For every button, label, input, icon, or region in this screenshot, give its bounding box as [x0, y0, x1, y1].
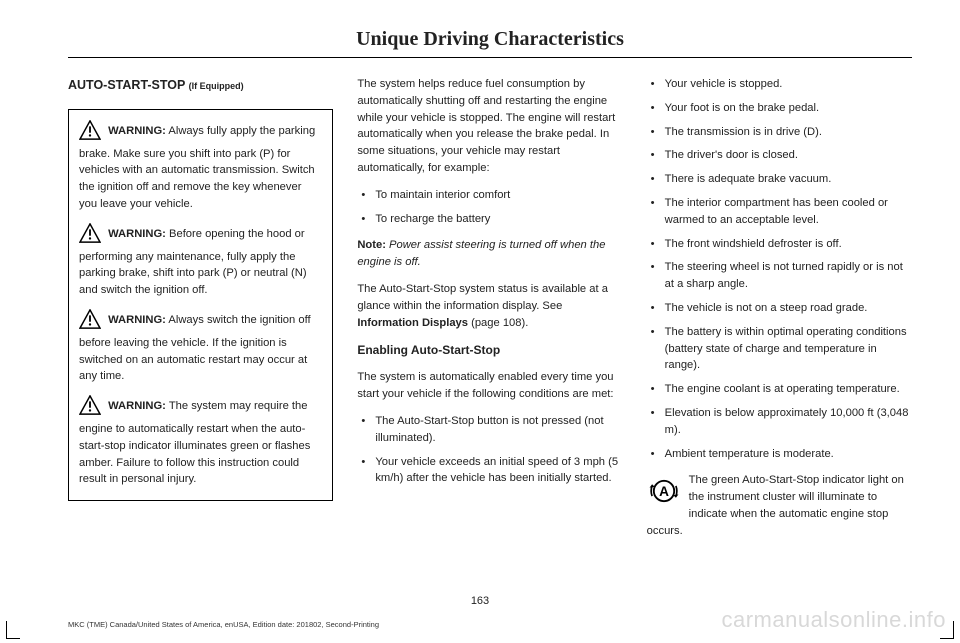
list-item: Your foot is on the brake pedal. [647, 100, 912, 117]
column-3: Your vehicle is stopped. Your foot is on… [647, 76, 912, 550]
note-label: Note: [357, 239, 386, 251]
warning-label: WARNING: [108, 228, 166, 240]
list-item: There is adequate brake vacuum. [647, 171, 912, 188]
section-title-text: AUTO-START-STOP [68, 78, 185, 92]
warning-triangle-icon [79, 120, 101, 146]
svg-text:A: A [659, 484, 669, 499]
list-item: The front windshield defroster is off. [647, 236, 912, 253]
list-item: Your vehicle is stopped. [647, 76, 912, 93]
list-item: The driver's door is closed. [647, 147, 912, 164]
conditions-list: Your vehicle is stopped. Your foot is on… [647, 76, 912, 462]
crop-mark-left [6, 621, 20, 639]
warning-item: WARNING: Always fully apply the parking … [79, 120, 322, 213]
warning-triangle-icon [79, 395, 101, 421]
note-paragraph: Note: Power assist steering is turned of… [357, 237, 622, 271]
warning-item: WARNING: The system may require the engi… [79, 395, 322, 488]
indicator-paragraph: A The green Auto-Start-Stop indicator li… [647, 472, 912, 539]
list-item: Your vehicle exceeds an initial speed of… [357, 454, 622, 488]
list-item: The battery is within optimal operating … [647, 324, 912, 374]
list-item: The engine coolant is at operating tempe… [647, 381, 912, 398]
list-item: Elevation is below approximately 10,000 … [647, 405, 912, 439]
intro-paragraph: The system helps reduce fuel consumption… [357, 76, 622, 177]
list-item: The vehicle is not on a steep road grade… [647, 300, 912, 317]
status-link: Information Displays [357, 317, 468, 329]
warning-item: WARNING: Before opening the hood or perf… [79, 223, 322, 299]
list-item: To maintain interior comfort [357, 187, 622, 204]
list-item: The interior compartment has been cooled… [647, 195, 912, 229]
note-text: Power assist steering is turned off when… [357, 239, 605, 268]
enable-paragraph: The system is automatically enabled ever… [357, 369, 622, 403]
indicator-text: The green Auto-Start-Stop indicator ligh… [647, 474, 904, 536]
watermark: carmanualsonline.info [721, 607, 946, 633]
warning-triangle-icon [79, 309, 101, 335]
status-paragraph: The Auto-Start-Stop system status is ava… [357, 281, 622, 331]
restart-reasons-list: To maintain interior comfort To recharge… [357, 187, 622, 228]
column-2: The system helps reduce fuel consumption… [357, 76, 622, 550]
list-item: Ambient temperature is moderate. [647, 446, 912, 463]
enable-conditions-list: The Auto-Start-Stop button is not presse… [357, 413, 622, 487]
crop-mark-right [940, 621, 954, 639]
content-columns: AUTO-START-STOP (If Equipped) WARNING: A… [68, 76, 912, 550]
warning-box: WARNING: Always fully apply the parking … [68, 109, 333, 501]
warning-triangle-icon [79, 223, 101, 249]
list-item: The steering wheel is not turned rapidly… [647, 259, 912, 293]
section-title: AUTO-START-STOP (If Equipped) [68, 76, 333, 95]
warning-label: WARNING: [108, 314, 166, 326]
fineprint: MKC (TME) Canada/United States of Americ… [68, 620, 379, 629]
warning-text: Always fully apply the parking brake. Ma… [79, 125, 315, 210]
enable-heading: Enabling Auto-Start-Stop [357, 341, 622, 359]
warning-label: WARNING: [108, 400, 166, 412]
list-item: The transmission is in drive (D). [647, 124, 912, 141]
page-number: 163 [0, 595, 960, 607]
warning-item: WARNING: Always switch the ignition off … [79, 309, 322, 385]
list-item: To recharge the battery [357, 211, 622, 228]
warning-label: WARNING: [108, 125, 166, 137]
list-item: The Auto-Start-Stop button is not presse… [357, 413, 622, 447]
warning-text: The system may require the engine to aut… [79, 400, 310, 485]
page-header: Unique Driving Characteristics [68, 28, 912, 51]
status-text-a: The Auto-Start-Stop system status is ava… [357, 283, 608, 312]
section-qualifier: (If Equipped) [189, 81, 244, 91]
header-rule [68, 57, 912, 58]
auto-start-stop-indicator-icon: A [647, 474, 681, 514]
column-1: AUTO-START-STOP (If Equipped) WARNING: A… [68, 76, 333, 550]
status-text-b: (page 108). [468, 317, 528, 329]
manual-page: Unique Driving Characteristics AUTO-STAR… [0, 0, 960, 643]
